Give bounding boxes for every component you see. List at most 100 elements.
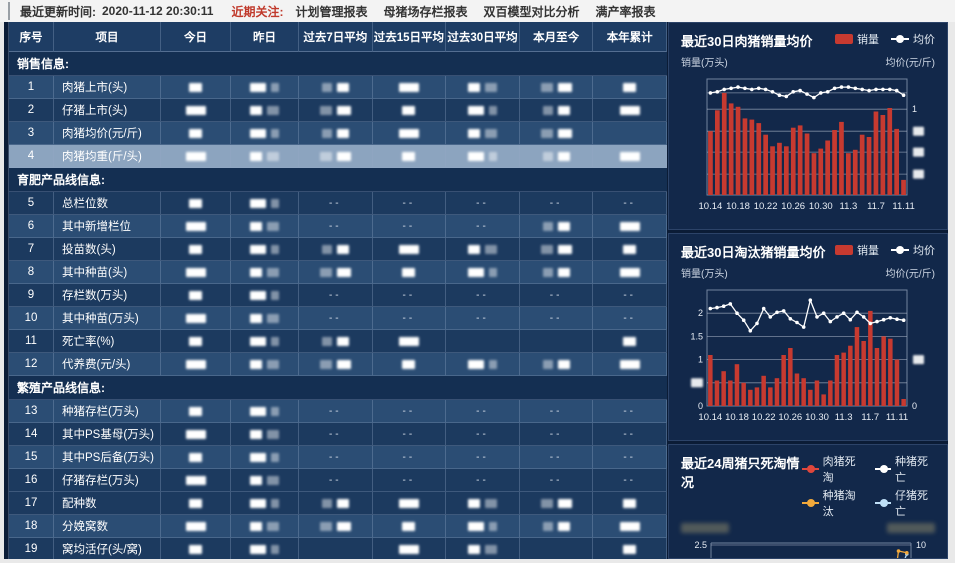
redacted-value xyxy=(321,82,332,92)
redacted-value xyxy=(336,359,351,369)
cell-value xyxy=(372,492,447,515)
redacted-value xyxy=(250,105,262,115)
redacted-value xyxy=(467,105,484,115)
table-row[interactable]: 16 仔猪存栏(万头) -- -- -- -- -- xyxy=(9,469,667,492)
legend-item-均价[interactable]: 均价 xyxy=(891,31,935,47)
redacted-value xyxy=(542,151,553,161)
table-row[interactable]: 2 仔猪上市(头) xyxy=(9,99,667,122)
section-row: 繁殖产品线信息: xyxy=(9,376,667,400)
table-row[interactable]: 15 其中PS后备(万头) -- -- -- -- -- xyxy=(9,446,667,469)
recent-focus-label: 近期关注: xyxy=(231,4,284,19)
legend-item-肉猪死淘[interactable]: 肉猪死淘 xyxy=(802,453,862,485)
cell-value xyxy=(161,215,231,238)
axis-label-right-redacted xyxy=(887,523,935,533)
cell-value xyxy=(231,307,299,330)
cell-value xyxy=(299,76,373,99)
col-header-4: 昨日 xyxy=(231,22,299,52)
section-title: 育肥产品线信息: xyxy=(9,168,667,192)
cell-value xyxy=(519,122,594,145)
table-row[interactable]: 13 种猪存栏(万头) -- -- -- -- -- xyxy=(9,400,667,423)
table-row[interactable]: 6 其中新增栏位 -- -- -- xyxy=(9,215,667,238)
table-row[interactable]: 3 肉猪均价(元/斤) xyxy=(9,122,667,145)
table-row[interactable]: 1 肉猪上市(头) xyxy=(9,76,667,99)
table-row[interactable]: 10 其中种苗(万头) -- -- -- -- -- xyxy=(9,307,667,330)
table-row[interactable]: 8 其中种苗(头) xyxy=(9,261,667,284)
legend-item-销量[interactable]: 销量 xyxy=(835,31,879,47)
cell-value: -- xyxy=(446,469,520,492)
table-row[interactable]: 19 窝均活仔(头/窝) xyxy=(9,538,667,559)
cell-value xyxy=(519,492,594,515)
redacted-value xyxy=(189,336,202,346)
cell-row-number: 18 xyxy=(9,515,54,538)
axis-labels-row xyxy=(681,523,935,533)
cell-item-name: 其中PS后备(万头) xyxy=(54,446,161,469)
redacted-value xyxy=(319,521,332,531)
svg-text:10.14: 10.14 xyxy=(699,201,723,212)
legend-item-仔猪死亡[interactable]: 仔猪死亡 xyxy=(874,487,935,519)
table-row[interactable]: 7 投苗数(头) xyxy=(9,238,667,261)
legend-item-种猪死亡[interactable]: 种猪死亡 xyxy=(874,453,935,485)
table-row[interactable]: 11 死亡率(%) xyxy=(9,330,667,353)
cell-item-name: 仔猪存栏(万头) xyxy=(54,469,161,492)
redacted-value xyxy=(467,359,484,369)
redacted-value xyxy=(319,151,332,161)
cell-value xyxy=(446,76,520,99)
legend-label: 均价 xyxy=(913,245,935,257)
svg-text:11.11: 11.11 xyxy=(892,201,914,212)
section-row: 育肥产品线信息: xyxy=(9,168,667,192)
cell-row-number: 4 xyxy=(9,145,54,168)
cell-row-number: 5 xyxy=(9,192,54,215)
table-row[interactable]: 9 存栏数(万头) -- -- -- -- -- xyxy=(9,284,667,307)
nav-link-3[interactable]: 双百模型对比分析 xyxy=(483,4,580,19)
table-row[interactable]: 4 肉猪均重(斤/头) xyxy=(9,145,667,168)
redacted-value xyxy=(271,198,279,208)
redacted-value xyxy=(488,267,497,277)
redacted-value xyxy=(250,244,266,254)
cell-value: -- xyxy=(299,469,373,492)
redacted-value xyxy=(336,521,351,531)
cell-value: -- xyxy=(372,400,447,423)
cell-row-number: 1 xyxy=(9,76,54,99)
redacted-value xyxy=(623,544,637,554)
no-data-dashes: -- xyxy=(328,289,342,301)
no-data-dashes: -- xyxy=(328,220,342,232)
chart-header: 最近30日肉猪销量均价 销量 均价 xyxy=(681,31,935,50)
redacted-value xyxy=(467,267,484,277)
redacted-value xyxy=(557,498,572,508)
nav-link-2[interactable]: 母猪场存栏报表 xyxy=(383,4,468,19)
nav-link-4[interactable]: 满产率报表 xyxy=(595,4,656,19)
redacted-value xyxy=(467,244,480,254)
cell-value xyxy=(161,423,231,446)
redacted-value xyxy=(398,498,419,508)
top-bar: 最近更新时间: 2020-11-12 20:30:11 近期关注: 计划管理报表… xyxy=(0,0,955,22)
cell-value xyxy=(299,145,373,168)
redacted-value xyxy=(623,244,637,254)
legend-item-销量[interactable]: 销量 xyxy=(835,242,879,258)
cell-value xyxy=(231,330,299,353)
redacted-value xyxy=(619,267,640,277)
table-row[interactable]: 5 总栏位数 -- -- -- -- -- xyxy=(9,192,667,215)
cell-value: -- xyxy=(299,284,373,307)
svg-text:10.18: 10.18 xyxy=(726,201,750,212)
no-data-dashes: -- xyxy=(623,474,637,486)
table-row[interactable]: 18 分娩窝数 xyxy=(9,515,667,538)
redacted-value xyxy=(542,105,553,115)
report-table: 序号 项目 今日 昨日 过去7日平均 过去15日平均 过去30日平均 本月至今 本年累计 销售信息… xyxy=(8,22,667,559)
table-row[interactable]: 12 代养费(元/头) xyxy=(9,353,667,376)
table-row[interactable]: 14 其中PS基母(万头) -- -- -- -- -- xyxy=(9,423,667,446)
legend-item-种猪淘汰[interactable]: 种猪淘汰 xyxy=(802,487,862,519)
legend-item-均价[interactable]: 均价 xyxy=(891,242,935,258)
table-row[interactable]: 17 配种数 xyxy=(9,492,667,515)
cell-value xyxy=(446,492,520,515)
redacted-value xyxy=(250,498,266,508)
cell-row-number: 11 xyxy=(9,330,54,353)
redacted-value xyxy=(267,151,279,161)
cell-value: -- xyxy=(446,284,520,307)
cell-row-number: 17 xyxy=(9,492,54,515)
nav-link-1[interactable]: 计划管理报表 xyxy=(295,4,368,19)
cell-value: -- xyxy=(372,192,447,215)
cell-item-name: 肉猪均重(斤/头) xyxy=(54,145,161,168)
redacted-value xyxy=(484,128,497,138)
svg-text:1: 1 xyxy=(912,104,917,114)
redacted-value xyxy=(271,244,279,254)
